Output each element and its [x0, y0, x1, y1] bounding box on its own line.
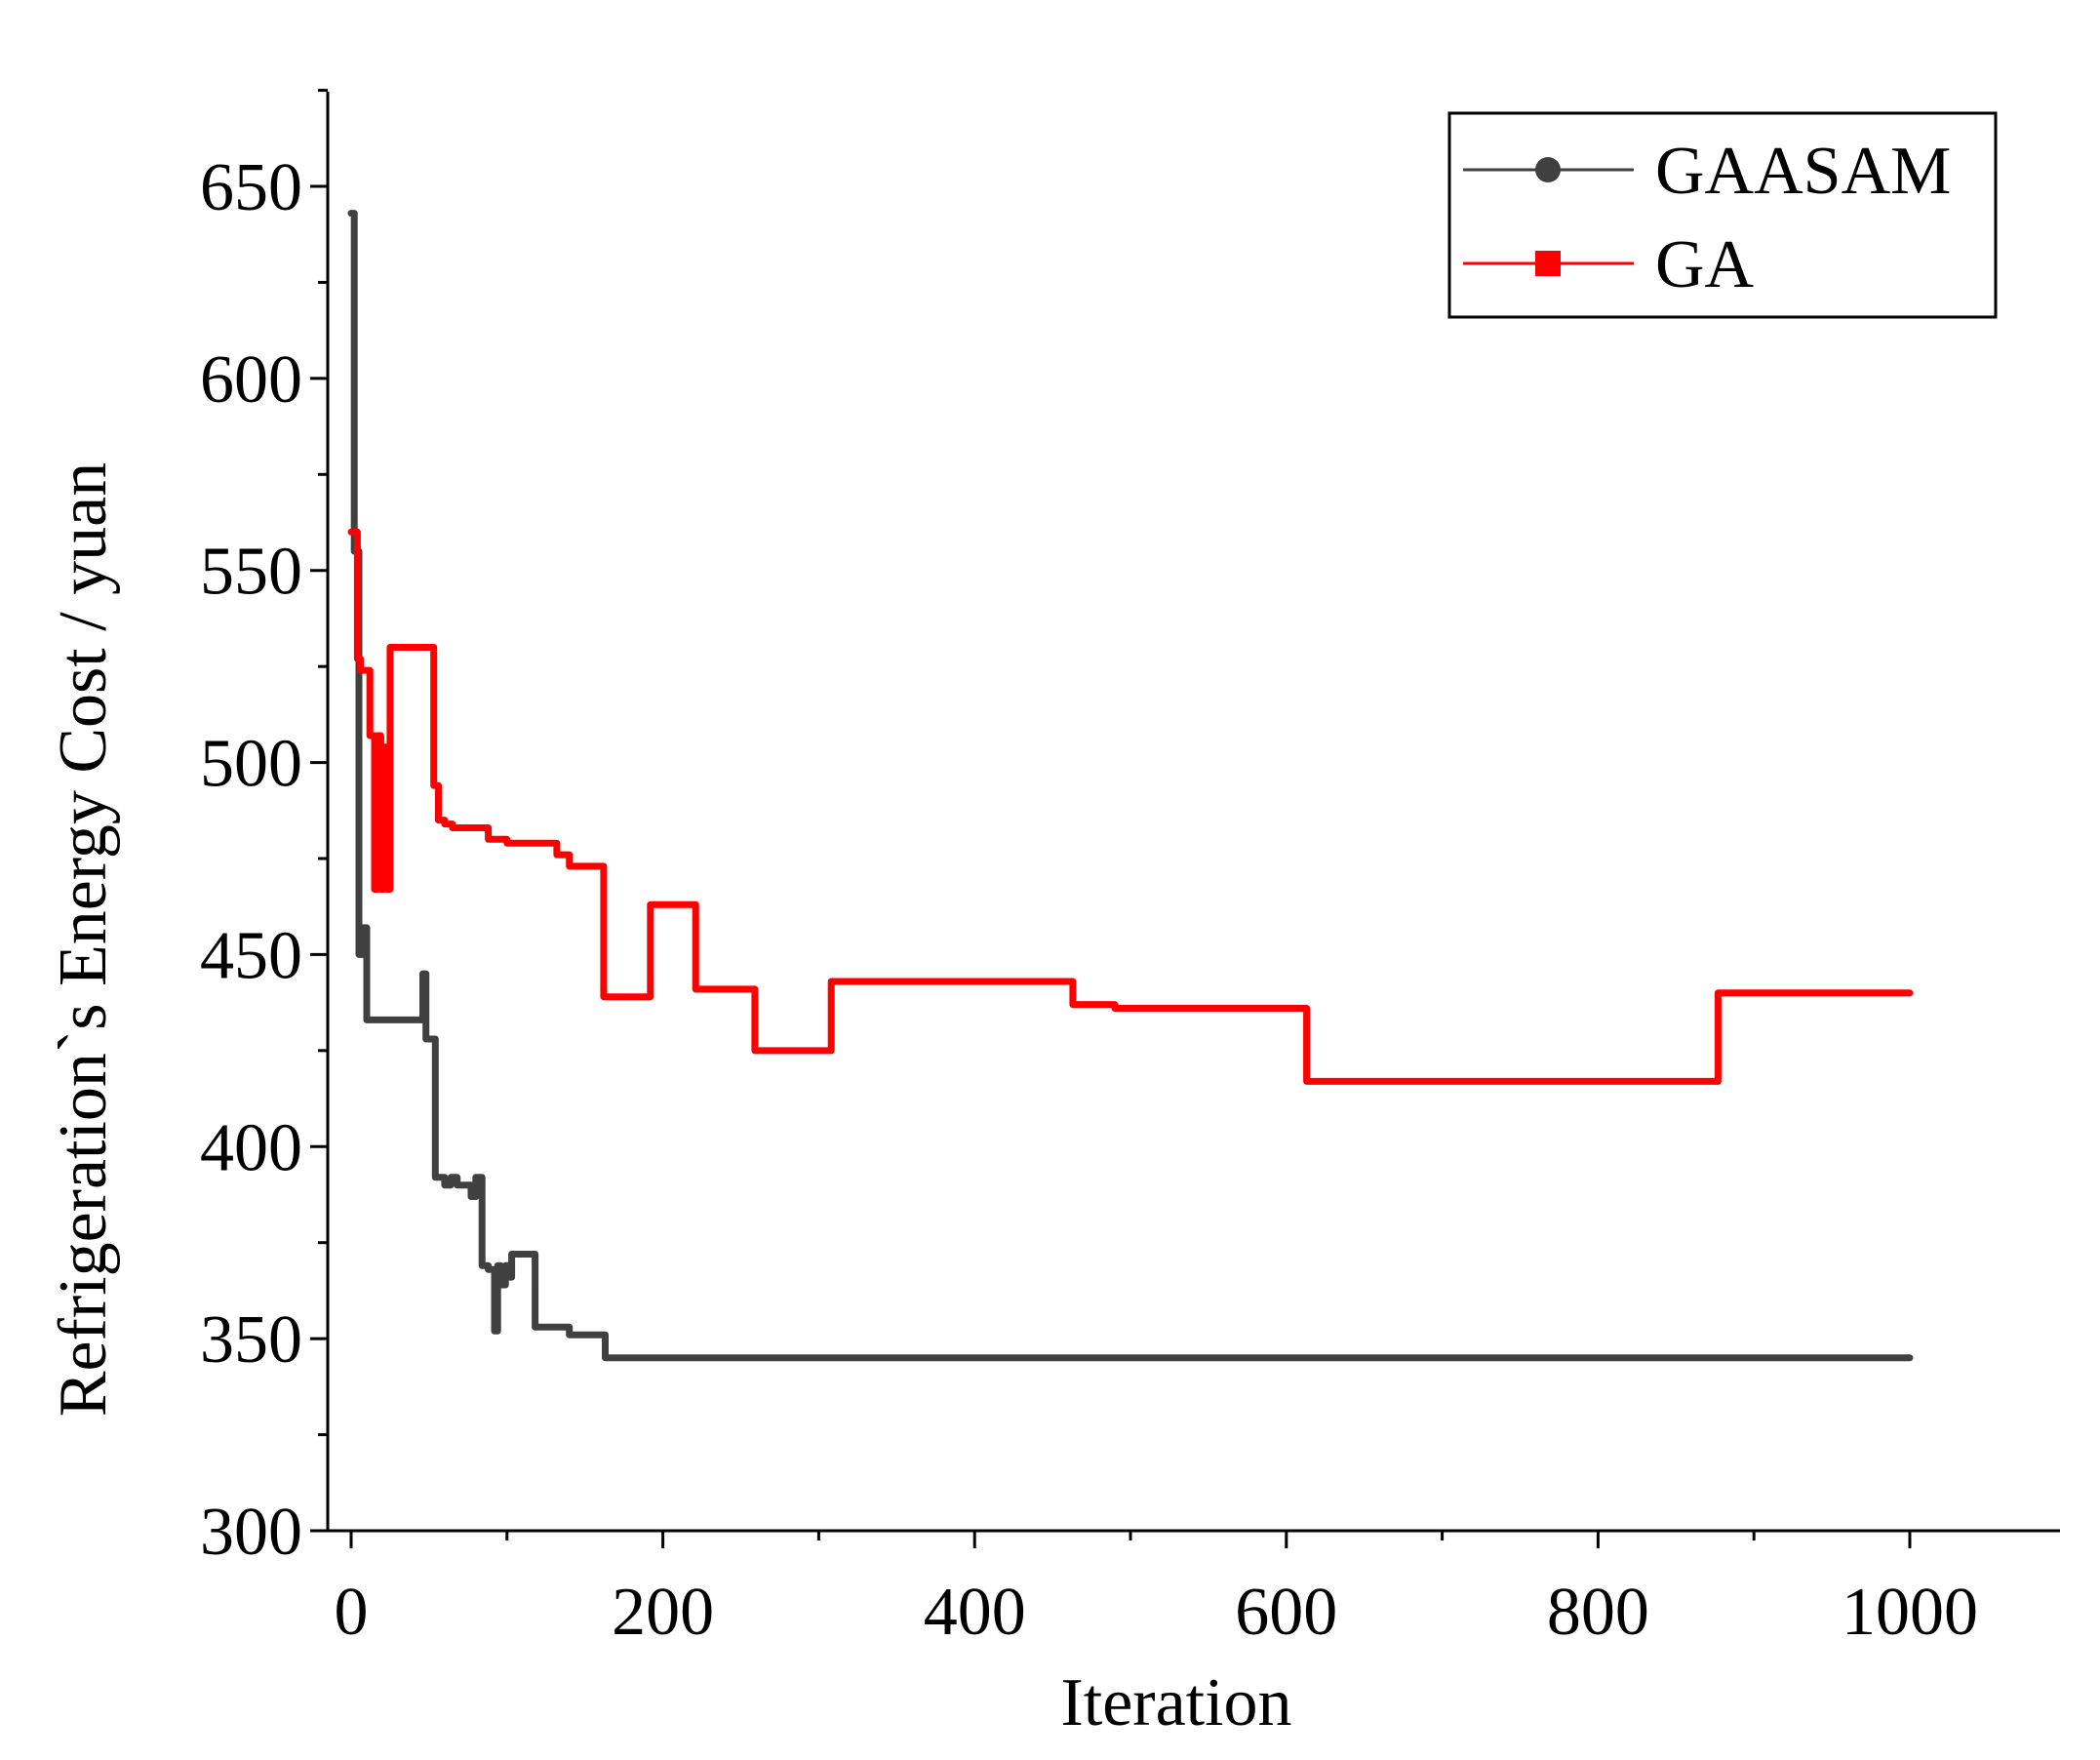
y-tick-label: 550	[200, 535, 302, 610]
y-tick-label: 500	[200, 727, 302, 802]
x-tick-label: 1000	[1842, 1575, 1978, 1650]
y-axis-title: Refrigeration`s Energy Cost / yuan	[46, 462, 121, 1418]
x-tick-label: 200	[612, 1575, 714, 1650]
legend-label-gaasam: GAASAM	[1655, 134, 1951, 209]
legend-marker-gaasam	[1535, 157, 1561, 182]
y-tick-label: 400	[200, 1110, 302, 1185]
x-axis-title: Iteration	[1060, 1665, 1291, 1740]
x-tick-label: 400	[924, 1575, 1026, 1650]
y-tick-label: 650	[200, 150, 302, 225]
x-tick-label: 0	[335, 1575, 369, 1650]
x-tick-label: 600	[1235, 1575, 1337, 1650]
legend-label-ga: GA	[1655, 227, 1755, 302]
series-line-ga	[347, 528, 1914, 1085]
legend: GAASAM GA	[1447, 111, 1998, 319]
series-group	[347, 210, 1914, 1362]
y-tick-label: 450	[200, 918, 302, 993]
series-line-gaasam	[347, 210, 1914, 1362]
x-axis-ticks: 0 200 400 600 800 1000	[335, 1531, 1978, 1650]
y-tick-label: 300	[200, 1495, 302, 1570]
x-tick-label: 800	[1547, 1575, 1649, 1650]
legend-frame	[1447, 111, 1998, 319]
y-axis-ticks: 300 350 400 450 500 550 600 650	[200, 89, 328, 1570]
y-tick-label: 600	[200, 342, 302, 418]
y-tick-label: 350	[200, 1302, 302, 1378]
legend-marker-ga	[1535, 251, 1561, 276]
